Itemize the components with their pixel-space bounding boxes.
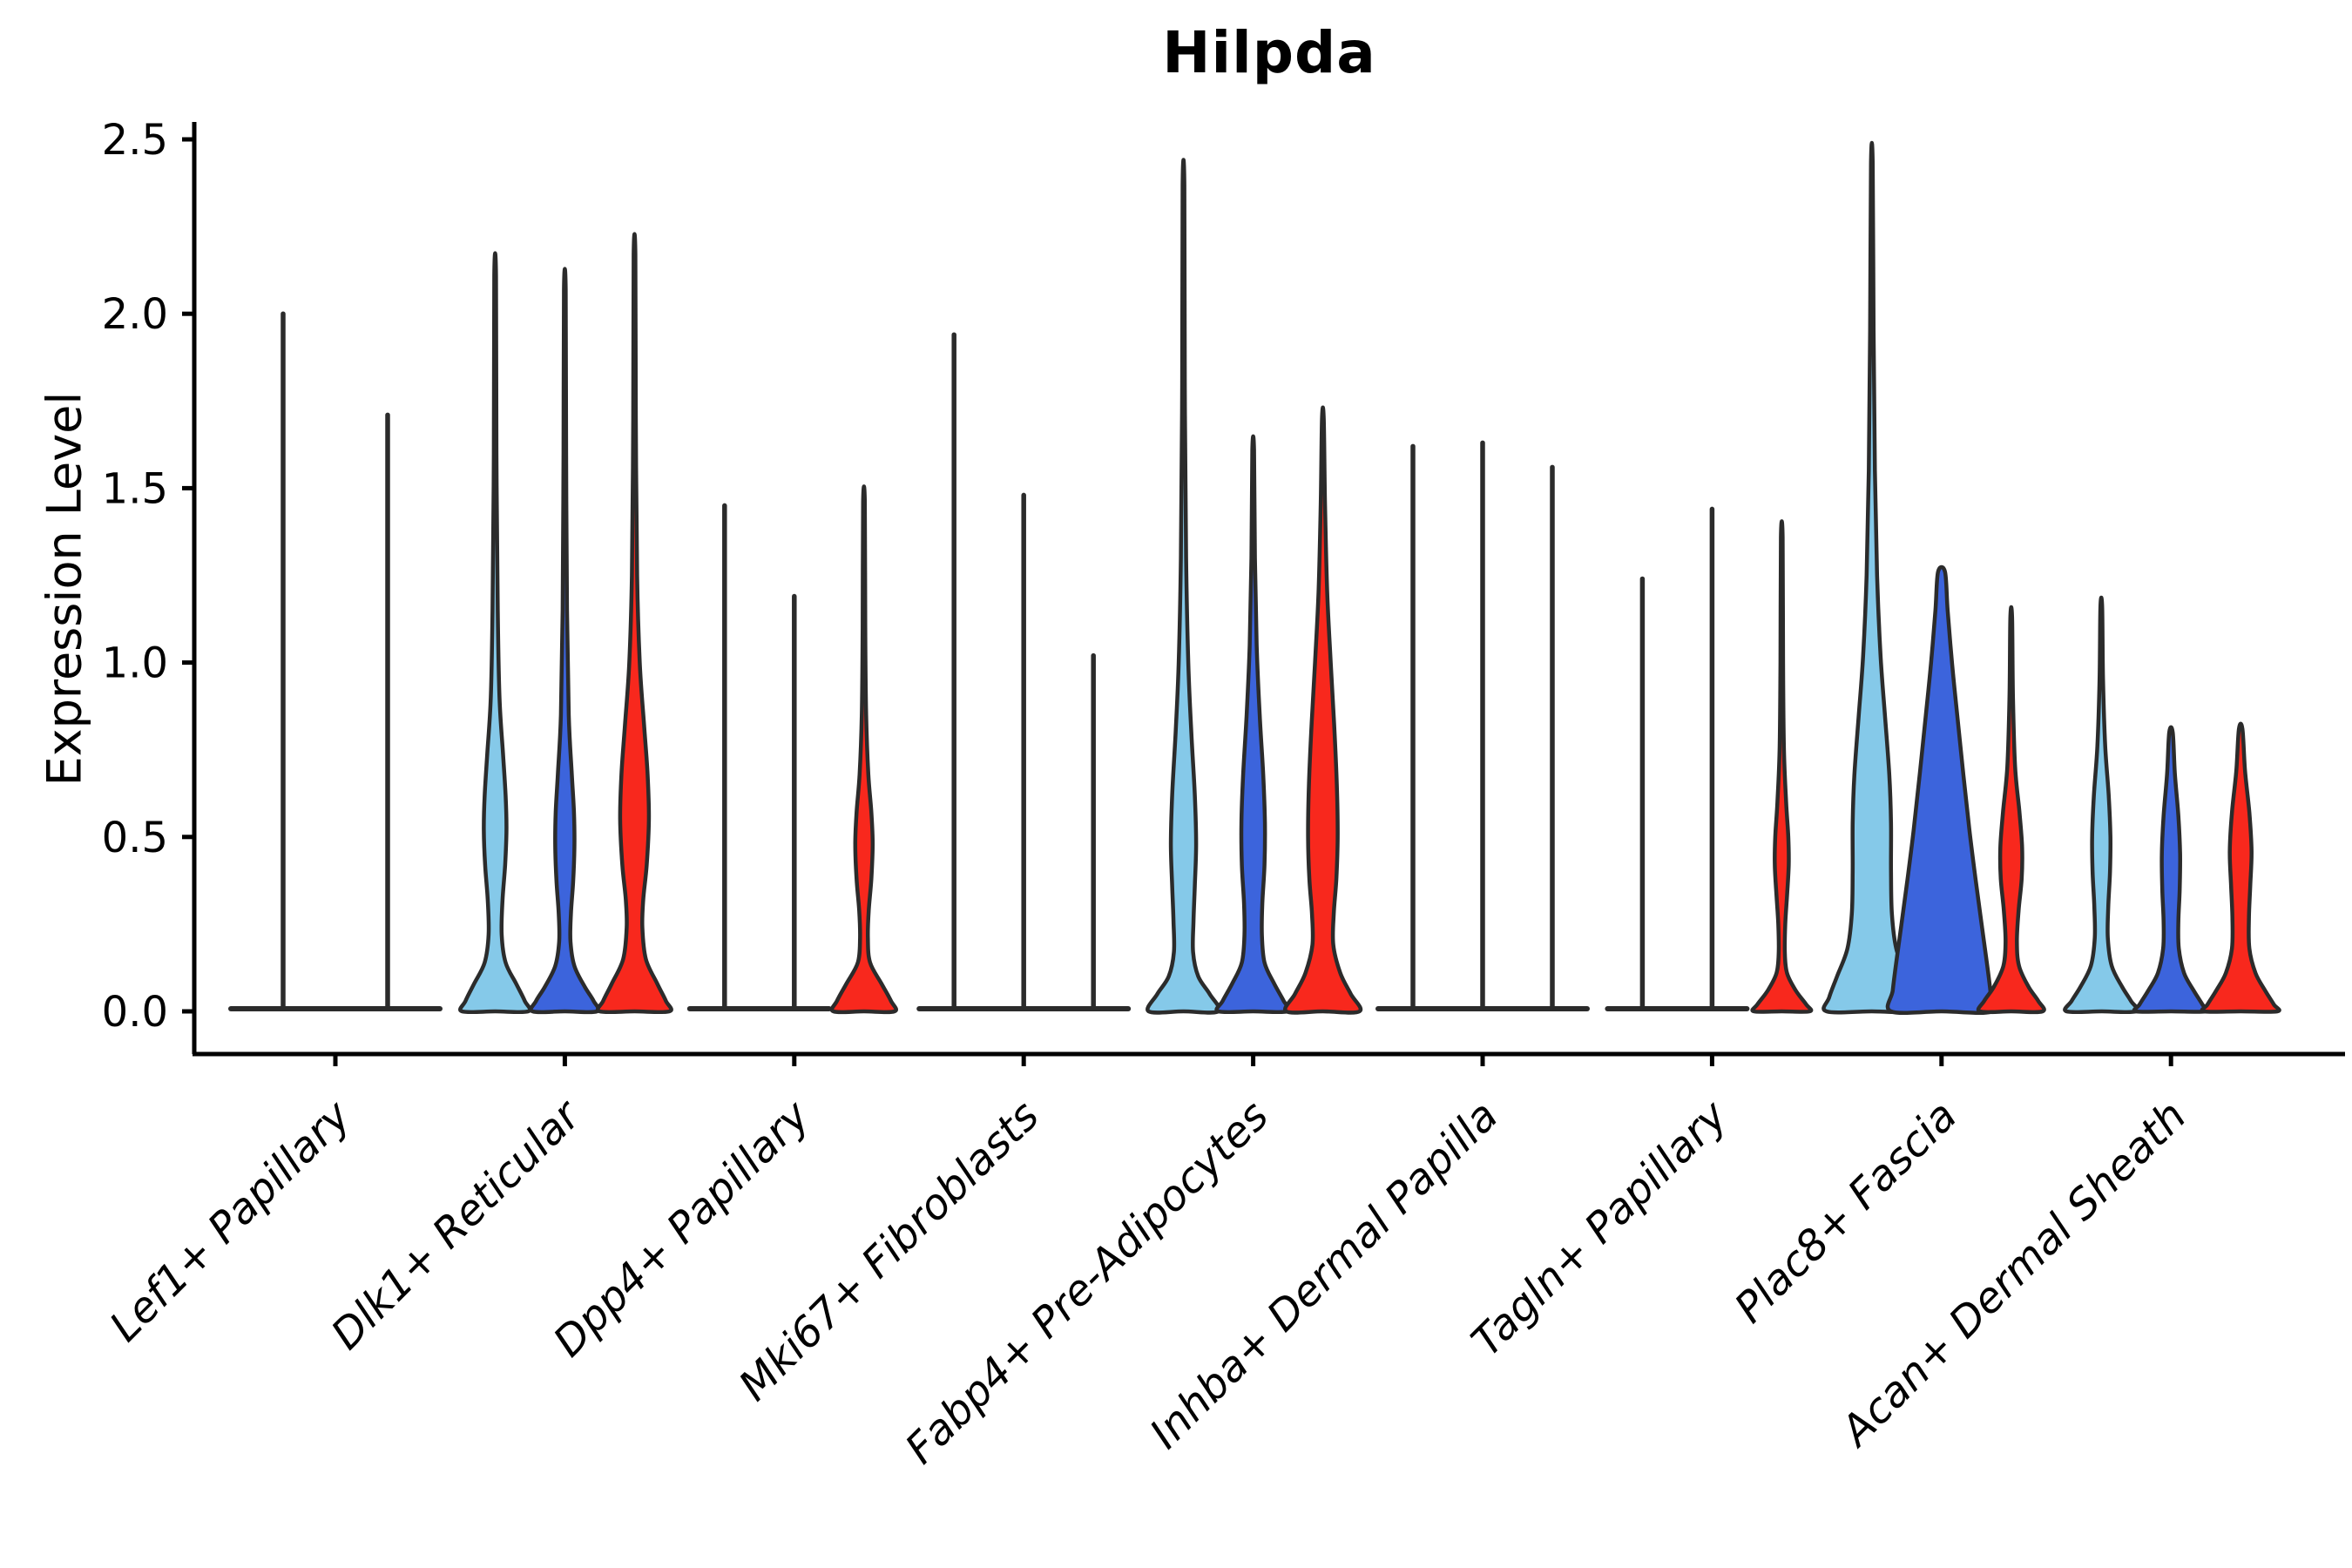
x-tick-label: Tagln+ Papillary xyxy=(1463,1091,1738,1366)
y-tick-label: 2.0 xyxy=(102,290,168,339)
violin-acan-dermal-sheath-red xyxy=(2200,721,2281,1014)
violin-dlk1-reticular-light_blue xyxy=(458,251,532,1015)
x-tick-label: Plac8+ Fascia xyxy=(1726,1092,1967,1333)
violin-plac8-fascia-dark_blue xyxy=(1885,564,1997,1016)
y-tick-label: 1.5 xyxy=(102,464,168,513)
violin-fabp4-pre-adipocytes-red xyxy=(1283,405,1363,1015)
violin-tagln-papillary-red xyxy=(1750,519,1814,1014)
x-tick-label: Lef1+ Papillary xyxy=(100,1091,361,1351)
violin-fabp4-pre-adipocytes-dark_blue xyxy=(1214,434,1292,1015)
violin-dpp4-papillary-red xyxy=(829,484,898,1015)
violin-plac8-fascia-light_blue xyxy=(1821,141,1923,1015)
y-tick-label: 1.0 xyxy=(102,639,168,688)
y-tick-label: 2.5 xyxy=(102,116,168,165)
violin-fabp4-pre-adipocytes-light_blue xyxy=(1146,158,1222,1015)
y-tick-label: 0.5 xyxy=(102,814,168,862)
violin-plac8-fascia-red xyxy=(1976,605,2046,1015)
violin-acan-dermal-sheath-light_blue xyxy=(2063,595,2140,1015)
violin-acan-dermal-sheath-dark_blue xyxy=(2132,725,2210,1014)
y-axis-title: Expression Level xyxy=(37,391,92,787)
violin-dlk1-reticular-dark_blue xyxy=(529,267,601,1015)
y-tick-label: 0.0 xyxy=(102,988,168,1037)
violin-dlk1-reticular-red xyxy=(595,232,673,1015)
x-tick-label: Dpp4+ Papillary xyxy=(544,1091,820,1366)
x-tick-label: Dlk1+ Reticular xyxy=(322,1090,592,1360)
chart-title: Hilpda xyxy=(1162,19,1376,86)
x-tick-label: Fabp4+ Pre-Adipocytes xyxy=(896,1092,1279,1474)
